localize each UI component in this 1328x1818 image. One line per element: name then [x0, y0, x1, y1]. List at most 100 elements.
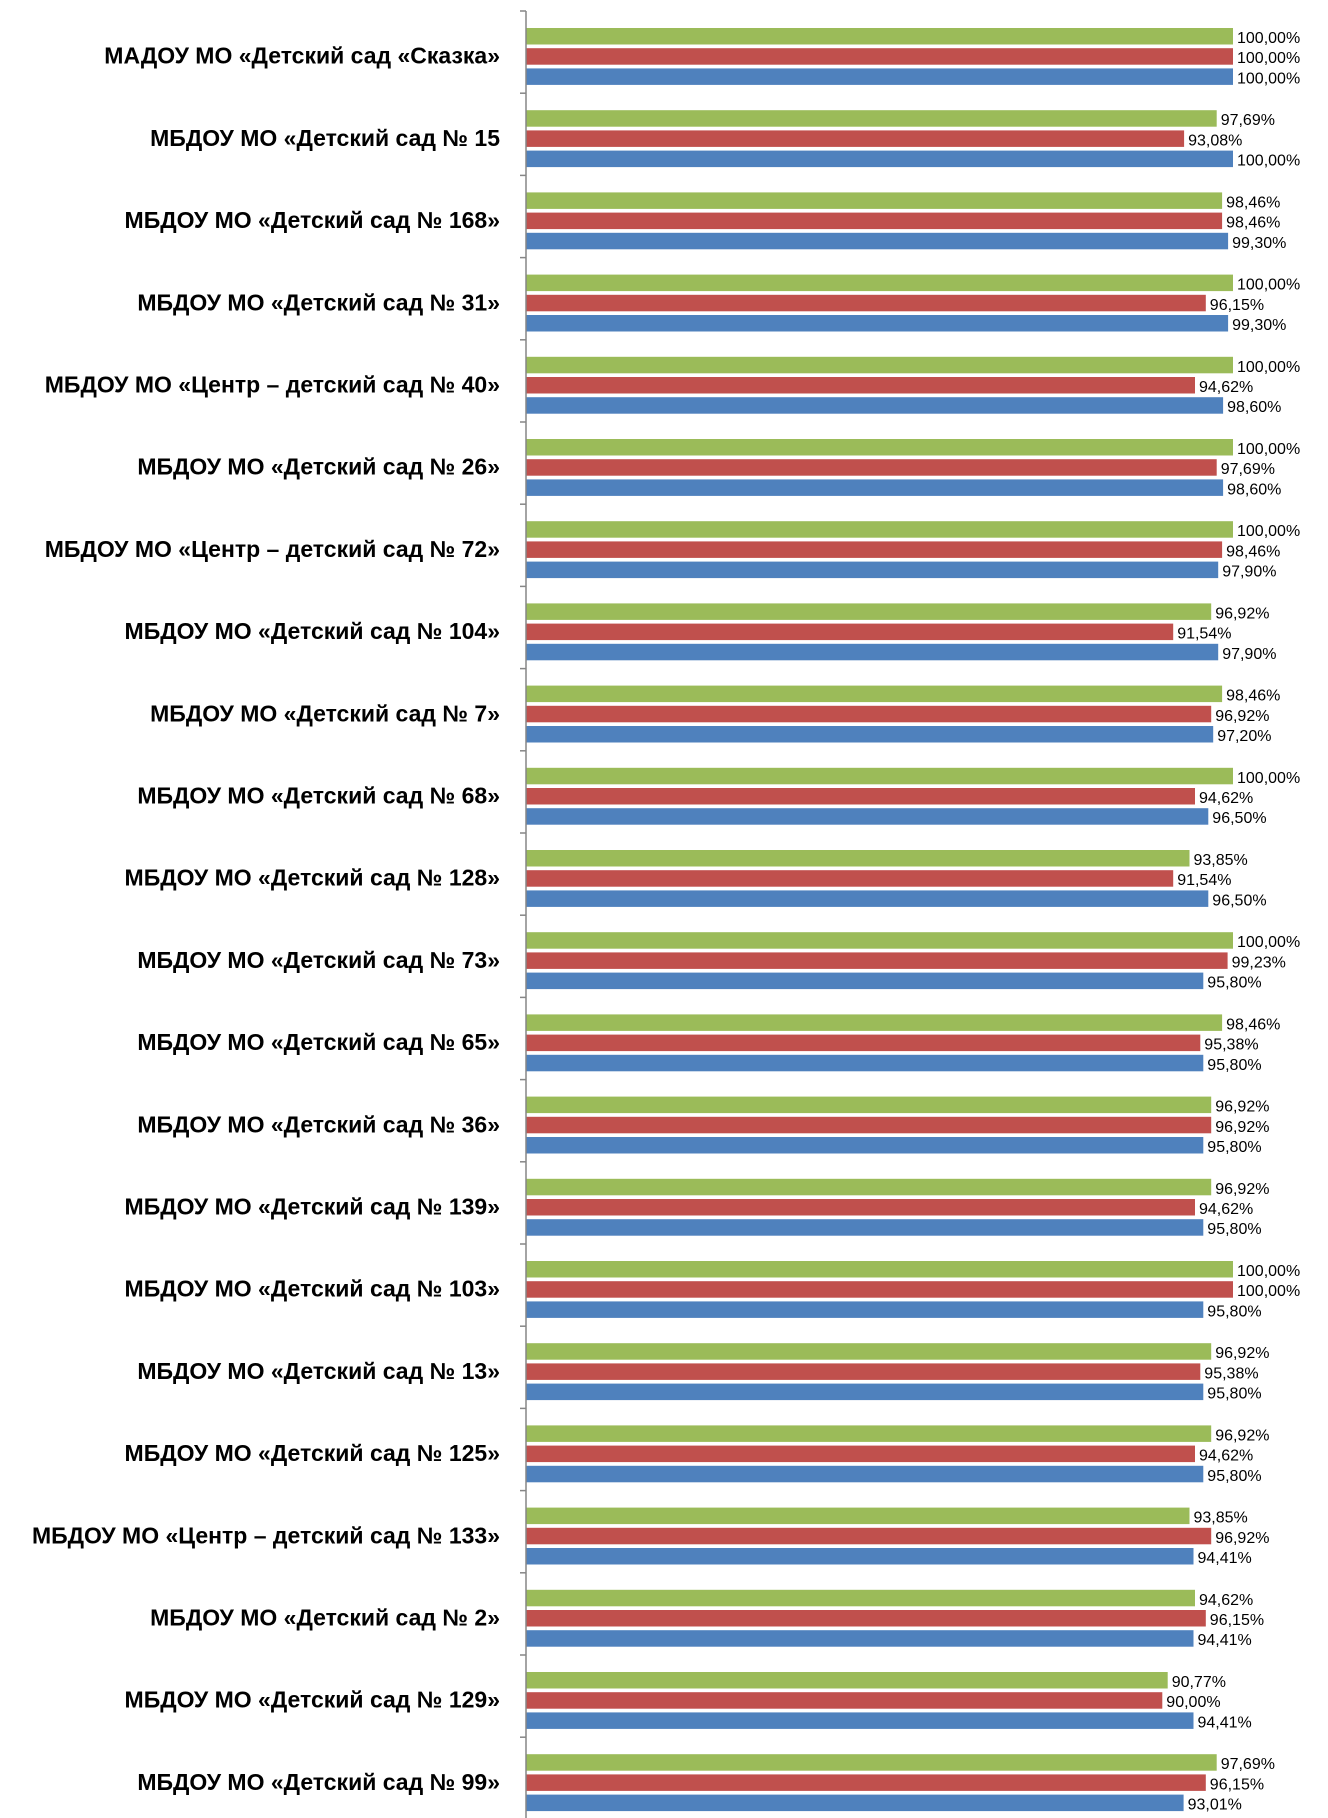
category-label: МБДОУ МО «Детский сад № 15: [150, 125, 500, 151]
bar: [526, 356, 1233, 374]
bar: [526, 705, 1212, 723]
data-label: 98,46%: [1226, 215, 1280, 232]
bar: [526, 972, 1204, 990]
bar: [526, 685, 1223, 703]
bar: [526, 1630, 1194, 1647]
category-label: МБДОУ МО «Детский сад № 168»: [125, 207, 500, 233]
data-label: 96,50%: [1212, 810, 1266, 827]
bar: [526, 150, 1233, 168]
bar: [526, 294, 1206, 312]
data-label: 100,00%: [1237, 770, 1300, 787]
bar: [526, 1363, 1201, 1380]
bar: [526, 1548, 1194, 1565]
bar: [526, 28, 1233, 45]
bar: [526, 315, 1229, 332]
category-label: МБДОУ МО «Детский сад № 103»: [125, 1276, 500, 1302]
data-label: 100,00%: [1237, 1263, 1300, 1280]
category-label: МБДОУ МО «Детский сад № 26»: [137, 454, 500, 480]
bar: [526, 1137, 1204, 1154]
bar: [526, 1219, 1204, 1236]
bar: [526, 1096, 1212, 1114]
category-label: МБДОУ МО «Детский сад № 13»: [137, 1358, 500, 1384]
data-label: 90,77%: [1172, 1674, 1226, 1691]
data-label: 96,92%: [1215, 708, 1269, 725]
data-label: 95,80%: [1207, 975, 1261, 992]
data-label: 95,80%: [1207, 1303, 1261, 1320]
bar: [526, 870, 1174, 887]
category-axis: МАДОУ МО «Детский сад «Сказка» МБДОУ МО «…: [32, 10, 527, 1818]
data-label: 91,54%: [1177, 872, 1231, 889]
data-label: 95,80%: [1207, 1468, 1261, 1485]
bar: [526, 1445, 1195, 1463]
category-label: МБДОУ МО «Центр – детский сад № 72»: [45, 536, 500, 562]
data-label: 97,69%: [1221, 461, 1275, 478]
bar: [526, 726, 1214, 743]
bar: [526, 1014, 1223, 1031]
bar: [526, 439, 1233, 456]
bar: [526, 643, 1219, 661]
data-label: 97,20%: [1217, 728, 1271, 745]
bar: [526, 788, 1195, 805]
bar: [526, 1261, 1233, 1278]
bars-layer: [526, 28, 1233, 1812]
data-label: 94,62%: [1199, 1201, 1253, 1218]
data-label: 98,46%: [1226, 688, 1280, 705]
data-label: 98,46%: [1226, 543, 1280, 560]
data-label: 95,80%: [1207, 1139, 1261, 1156]
data-label: 96,92%: [1215, 1119, 1269, 1136]
data-label: 99,23%: [1232, 954, 1286, 971]
bar: [526, 1465, 1204, 1483]
data-label: 95,80%: [1207, 1057, 1261, 1074]
category-label: МБДОУ МО «Детский сад № 99»: [137, 1769, 500, 1795]
data-label: 100,00%: [1237, 359, 1300, 376]
category-label: МБДОУ МО «Детский сад № 129»: [125, 1687, 500, 1713]
bar: [526, 1610, 1206, 1627]
data-label: 98,46%: [1226, 194, 1280, 211]
bar: [526, 1281, 1233, 1298]
data-label: 100,00%: [1237, 50, 1300, 67]
data-label: 99,30%: [1232, 235, 1286, 252]
category-label: МБДОУ МО «Детский сад № 2»: [150, 1605, 500, 1631]
data-label: 96,15%: [1210, 1776, 1264, 1793]
bar: [526, 68, 1233, 85]
data-label: 96,92%: [1215, 1099, 1269, 1116]
bar: [526, 212, 1223, 230]
data-label: 100,00%: [1237, 1283, 1300, 1300]
bar: [526, 1178, 1212, 1196]
category-label: МБДОУ МО «Детский сад № 125»: [125, 1440, 500, 1466]
data-label: 94,62%: [1199, 1592, 1253, 1609]
bar: [526, 1425, 1212, 1442]
data-label: 100,00%: [1237, 70, 1300, 87]
data-label: 95,80%: [1207, 1221, 1261, 1238]
data-label: 97,90%: [1222, 564, 1276, 581]
bar: [526, 850, 1190, 867]
data-label: 93,08%: [1188, 132, 1242, 149]
bar: [526, 1774, 1206, 1791]
category-label: МБДОУ МО «Детский сад № 7»: [150, 700, 500, 726]
data-label: 94,41%: [1198, 1632, 1252, 1649]
data-label: 100,00%: [1237, 30, 1300, 47]
bar: [526, 130, 1185, 147]
bar: [526, 1301, 1204, 1318]
bar: [526, 1672, 1168, 1689]
data-label: 94,41%: [1198, 1550, 1252, 1567]
bar: [526, 459, 1217, 476]
data-label: 94,62%: [1199, 379, 1253, 396]
data-label: 98,60%: [1227, 399, 1281, 416]
category-label: МБДОУ МО «Центр – детский сад № 40»: [45, 372, 500, 398]
bar: [526, 808, 1209, 825]
bar: [526, 48, 1233, 65]
data-label: 96,15%: [1210, 1612, 1264, 1629]
data-label: 94,41%: [1198, 1714, 1252, 1731]
data-label: 98,46%: [1226, 1016, 1280, 1033]
data-label: 96,92%: [1215, 1427, 1269, 1444]
data-label: 100,00%: [1237, 441, 1300, 458]
data-label: 100,00%: [1237, 153, 1300, 170]
bar: [526, 377, 1195, 394]
bar: [526, 767, 1233, 785]
data-label: 96,92%: [1215, 605, 1269, 622]
bar: [526, 1343, 1212, 1360]
bar: [526, 603, 1212, 620]
data-label: 91,54%: [1177, 626, 1231, 643]
